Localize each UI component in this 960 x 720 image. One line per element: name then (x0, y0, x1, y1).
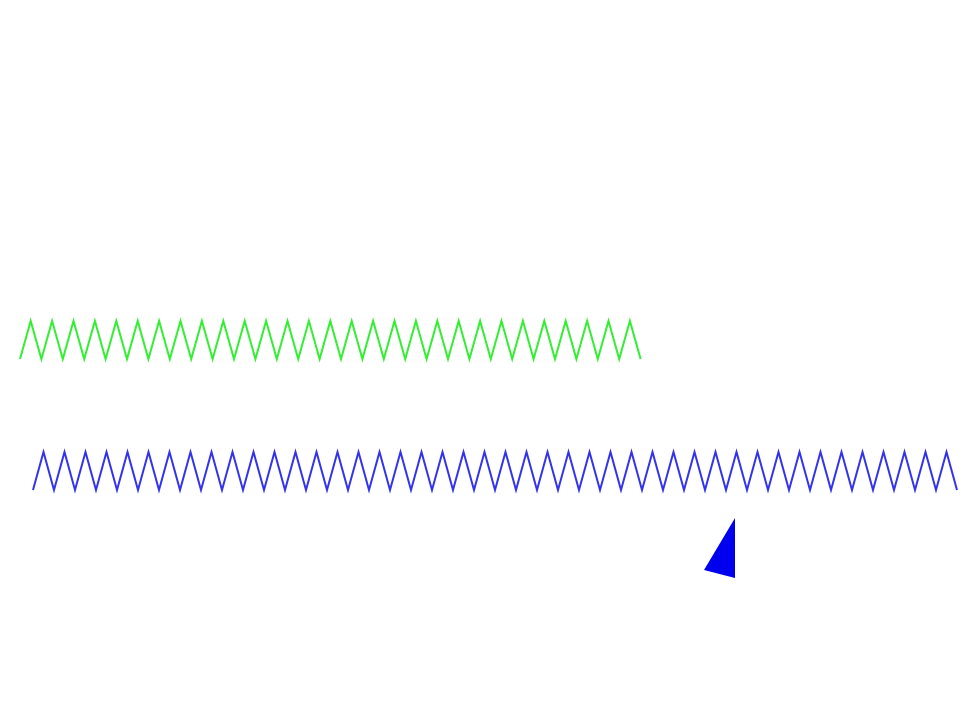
blue-zigzag-spring[interactable] (32, 448, 958, 494)
arrow-pointer-icon (704, 518, 735, 578)
green-zigzag-spring[interactable] (19, 317, 642, 363)
